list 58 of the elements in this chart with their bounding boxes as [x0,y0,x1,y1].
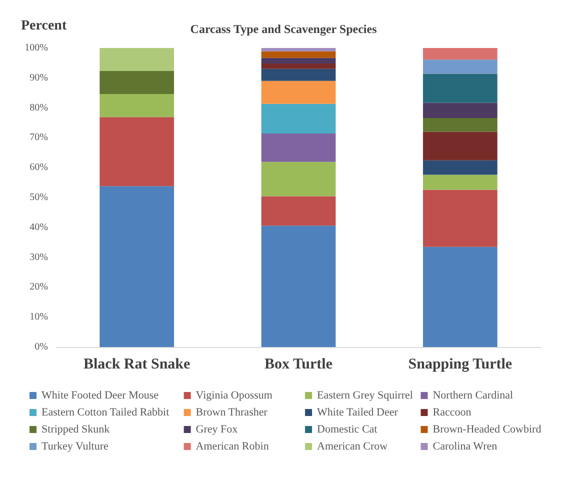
bar [422,174,498,190]
x-tick-label: Snapping Turtle [408,356,512,372]
y-tick-label: 20% [30,282,48,293]
bar [422,48,498,60]
legend-label: Raccoon [432,406,472,418]
y-tick-label: 100% [24,42,48,54]
legend-label: Viginia Opossum [196,390,273,402]
x-tick-label: Black Rat Snake [83,356,191,372]
bar [261,68,336,81]
bar [422,246,498,347]
bar [261,134,336,162]
y-tick-label: 10% [30,312,48,323]
y-tick-label: 60% [30,162,48,174]
bar [261,226,336,347]
bar [100,94,174,118]
bar [261,196,336,226]
y-tick-label: 80% [30,102,48,114]
legend-label: American Crow [317,440,388,452]
x-tick-label: Box Turtle [264,356,333,372]
legend-label: Stripped Skunk [42,424,110,436]
legend-label: Carolina Wren [432,440,498,452]
legend-label: American Robin [196,440,270,452]
bar [261,64,336,69]
legend-label: Brown-Headed Cowbird [432,424,542,436]
legend-label: Brown Thrasher [196,406,268,418]
bar [261,48,336,52]
bar [261,58,336,64]
bar [422,60,498,74]
bar [100,71,174,94]
legend-label: White Footed Deer Mouse [42,390,159,402]
y-tick-label: 0% [34,342,48,352]
legend-label: Eastern Grey Squirrel [317,390,413,402]
bar [100,48,174,72]
y-tick-label: 40% [30,222,48,233]
legend-label: Turkey Vulture [42,440,109,452]
bar [261,162,336,196]
bar [100,117,174,186]
y-tick-label: 50% [30,192,48,203]
bar [422,118,498,132]
y-axis-title: Percent [21,18,67,34]
legend-label: White Tailed Deer [317,406,398,418]
y-tick-label: 30% [30,252,48,263]
legend-label: Northern Cardinal [432,390,514,402]
bar [261,51,336,58]
bar [261,80,336,104]
bar [100,186,174,347]
legend-label: Domestic Cat [317,424,378,436]
bar [422,102,498,118]
legend-label: Eastern Cotton Tailed Rabbit [42,406,170,418]
bar [422,74,498,103]
bar [422,132,498,160]
y-tick-label: 70% [30,132,48,144]
bar [261,104,336,134]
bar [422,190,498,247]
legend-label: Grey Fox [196,424,238,436]
y-tick-label: 90% [30,72,48,84]
bar [422,160,498,175]
chart-title: Carcass Type and Scavenger Species [190,22,378,36]
